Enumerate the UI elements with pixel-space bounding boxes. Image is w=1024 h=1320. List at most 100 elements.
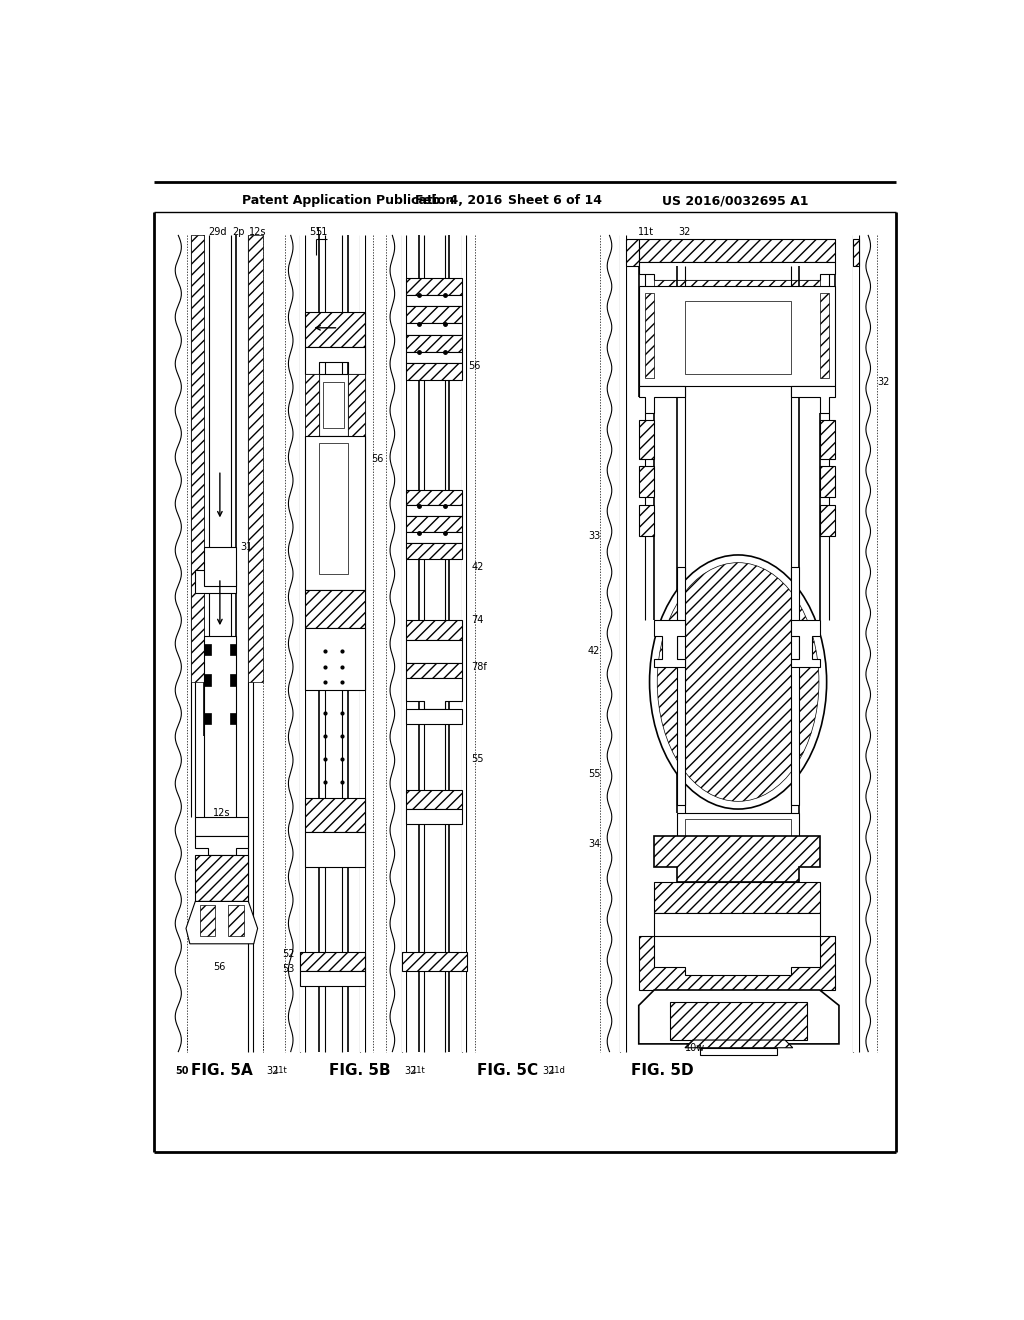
Polygon shape [819,466,836,498]
Polygon shape [654,620,685,667]
Bar [407,363,462,380]
Bar [200,906,215,936]
Text: 32: 32 [878,376,890,387]
Text: Patent Application Publication: Patent Application Publication [243,194,455,207]
Bar [300,970,366,986]
Bar [196,570,237,594]
Bar [319,374,348,436]
Polygon shape [654,836,819,882]
Bar [639,286,836,387]
Text: 34: 34 [588,838,600,849]
Text: 31: 31 [241,543,253,552]
Polygon shape [639,990,839,1044]
Bar [190,235,205,682]
Text: 56: 56 [468,362,480,371]
Bar [792,566,799,805]
Bar [305,313,366,347]
Polygon shape [639,387,685,412]
Polygon shape [639,420,654,459]
Ellipse shape [657,562,819,801]
Polygon shape [792,620,819,667]
Bar [305,374,319,436]
Polygon shape [639,936,836,990]
Bar [700,1048,777,1056]
Bar [407,532,462,544]
Text: 12s: 12s [213,808,230,818]
Polygon shape [639,506,654,536]
Bar [205,636,237,829]
Text: 53: 53 [283,964,295,974]
Bar [407,789,462,809]
Polygon shape [186,902,258,944]
Text: 11t: 11t [273,1067,287,1076]
Polygon shape [407,678,462,709]
Bar [305,797,366,832]
Bar [677,813,799,836]
Text: FIG. 5C: FIG. 5C [477,1064,539,1078]
Text: 2p: 2p [232,227,245,238]
Polygon shape [305,347,366,374]
Bar [319,444,348,574]
Text: Feb. 4, 2016: Feb. 4, 2016 [416,194,503,207]
Bar [230,713,237,725]
Text: 32: 32 [266,1065,279,1076]
Text: 51: 51 [309,227,322,238]
Text: 11t: 11t [638,227,654,238]
Text: FIG. 5B: FIG. 5B [330,1064,391,1078]
Bar [685,301,792,374]
Polygon shape [685,1040,793,1048]
Polygon shape [639,263,836,280]
Bar [196,817,249,836]
Bar [654,882,819,913]
Bar [407,640,462,663]
Bar [407,323,462,335]
Polygon shape [819,420,836,459]
Bar [462,235,466,1052]
Bar [205,644,211,655]
Text: 32: 32 [403,1065,417,1076]
Text: 55: 55 [588,770,600,779]
Text: 32: 32 [679,227,691,238]
Bar [407,544,462,558]
Text: Sheet 6 of 14: Sheet 6 of 14 [508,194,602,207]
Bar [677,566,685,805]
Bar [228,906,244,936]
Bar [305,832,366,867]
Bar [670,1002,807,1040]
Text: 78f: 78f [472,661,487,672]
Bar [205,548,237,586]
Bar [249,235,263,682]
Text: 29d: 29d [208,227,227,238]
Text: 51: 51 [315,227,328,238]
Bar [323,381,344,428]
Bar [407,506,462,516]
Bar [300,952,366,970]
Bar [407,294,462,306]
Bar [407,516,462,532]
Bar [407,490,462,504]
Bar [205,713,211,725]
Ellipse shape [649,554,826,809]
Polygon shape [792,387,836,412]
Bar [196,855,249,902]
Text: 56: 56 [372,454,384,463]
Text: 10w: 10w [685,1043,706,1053]
Bar [407,351,462,363]
Bar [626,239,639,267]
Text: 33: 33 [588,531,600,541]
Bar [853,239,859,267]
Text: US 2016/0032695 A1: US 2016/0032695 A1 [662,194,808,207]
Text: 52: 52 [282,949,295,958]
Bar [348,374,366,436]
Bar [639,239,836,263]
Bar [654,280,819,286]
Bar [819,293,829,378]
Text: 42: 42 [472,561,484,572]
Bar [305,628,366,689]
Bar [407,277,462,294]
Bar [360,235,366,1052]
Polygon shape [639,466,654,498]
Bar [853,235,859,1052]
Polygon shape [196,836,249,855]
Bar [407,709,462,725]
